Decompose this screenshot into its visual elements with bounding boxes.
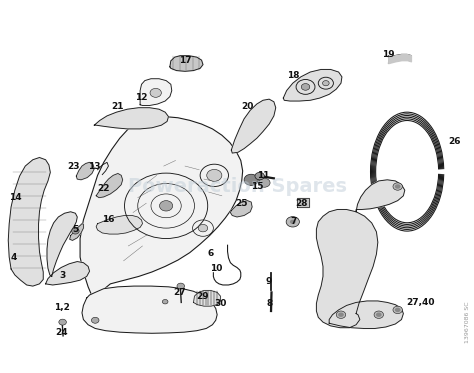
Text: 30: 30 [214, 299, 227, 308]
Circle shape [322, 81, 329, 86]
Text: 27: 27 [173, 288, 186, 297]
Polygon shape [329, 301, 403, 329]
Text: 1,2: 1,2 [54, 303, 70, 312]
Text: 18: 18 [287, 70, 300, 79]
Text: 5: 5 [72, 225, 79, 234]
Polygon shape [170, 56, 203, 71]
Circle shape [393, 306, 402, 314]
Circle shape [376, 313, 382, 317]
Circle shape [374, 311, 383, 319]
Text: 16: 16 [102, 216, 115, 225]
Circle shape [336, 311, 346, 319]
Polygon shape [96, 173, 123, 198]
Text: 11: 11 [257, 171, 269, 180]
Circle shape [259, 178, 270, 187]
Text: 3: 3 [59, 271, 65, 280]
Polygon shape [82, 286, 217, 333]
Text: 8: 8 [267, 299, 273, 308]
Polygon shape [94, 108, 168, 129]
Text: 12: 12 [135, 93, 148, 102]
Polygon shape [231, 99, 276, 153]
Circle shape [198, 225, 208, 232]
Circle shape [72, 228, 79, 234]
Text: 29: 29 [197, 292, 210, 301]
Circle shape [150, 88, 161, 97]
Polygon shape [140, 79, 172, 106]
Circle shape [159, 201, 173, 211]
Text: 22: 22 [98, 184, 110, 193]
Text: 21: 21 [112, 102, 124, 111]
Polygon shape [230, 201, 252, 217]
Circle shape [395, 308, 401, 312]
Text: 14: 14 [9, 193, 21, 202]
Text: 26: 26 [448, 137, 461, 147]
Text: 24: 24 [55, 327, 67, 337]
Text: 9: 9 [266, 277, 273, 286]
Polygon shape [8, 157, 50, 286]
Text: Poweraction Spares: Poweraction Spares [128, 177, 346, 196]
Polygon shape [317, 210, 378, 328]
Circle shape [290, 220, 296, 224]
Text: 25: 25 [236, 199, 248, 208]
Text: 19: 19 [382, 50, 394, 59]
Circle shape [393, 183, 402, 190]
Circle shape [59, 319, 66, 325]
Polygon shape [283, 69, 342, 101]
Polygon shape [76, 162, 94, 180]
Circle shape [177, 283, 184, 289]
Text: 17: 17 [179, 56, 191, 65]
Polygon shape [46, 261, 90, 285]
Text: 6: 6 [208, 249, 214, 258]
Polygon shape [298, 198, 309, 207]
Polygon shape [80, 117, 243, 298]
Text: 15: 15 [251, 182, 264, 191]
Polygon shape [193, 291, 220, 306]
Circle shape [162, 300, 168, 304]
Circle shape [301, 84, 310, 90]
Text: 13: 13 [88, 162, 100, 170]
Text: 28: 28 [295, 199, 308, 208]
Circle shape [286, 217, 300, 227]
Text: 27,40: 27,40 [406, 298, 435, 307]
Polygon shape [356, 180, 405, 212]
Polygon shape [96, 216, 143, 234]
Circle shape [338, 313, 344, 317]
Polygon shape [47, 212, 77, 276]
Circle shape [91, 317, 99, 323]
Circle shape [255, 172, 264, 180]
Circle shape [207, 169, 222, 181]
Polygon shape [70, 224, 83, 240]
Text: 4: 4 [11, 253, 17, 261]
Circle shape [395, 184, 401, 189]
Text: 20: 20 [242, 102, 254, 111]
Text: 13967086 SC: 13967086 SC [465, 301, 470, 342]
Text: 23: 23 [68, 162, 80, 170]
Circle shape [244, 174, 258, 185]
Text: 10: 10 [210, 264, 222, 273]
Text: 7: 7 [291, 217, 297, 226]
